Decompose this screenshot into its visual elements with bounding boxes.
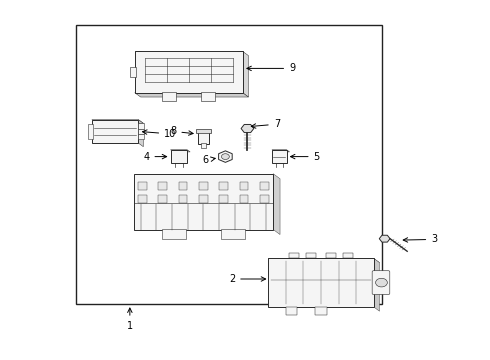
Text: 5: 5 xyxy=(291,152,320,162)
Bar xyxy=(199,195,208,203)
Bar xyxy=(178,195,187,203)
Polygon shape xyxy=(138,120,143,147)
Polygon shape xyxy=(272,150,290,152)
Bar xyxy=(92,120,138,143)
Text: 2: 2 xyxy=(229,274,266,284)
Bar xyxy=(315,307,327,315)
Circle shape xyxy=(221,154,229,159)
Text: 9: 9 xyxy=(247,63,295,73)
Bar xyxy=(76,25,382,304)
Polygon shape xyxy=(241,125,254,132)
Bar xyxy=(138,123,144,129)
Bar xyxy=(269,258,373,307)
Polygon shape xyxy=(379,235,390,242)
Circle shape xyxy=(375,278,387,287)
Bar xyxy=(199,182,208,190)
Text: 4: 4 xyxy=(143,152,167,162)
Bar xyxy=(219,182,228,190)
Bar xyxy=(240,195,248,203)
Bar xyxy=(138,182,147,190)
Text: 6: 6 xyxy=(202,155,215,165)
Bar xyxy=(240,182,248,190)
Text: 10: 10 xyxy=(143,129,176,139)
Bar xyxy=(138,195,147,203)
Bar xyxy=(162,229,186,239)
Polygon shape xyxy=(273,174,280,235)
Bar xyxy=(286,307,297,315)
Bar xyxy=(158,182,167,190)
Bar xyxy=(135,51,243,93)
Bar xyxy=(133,174,273,230)
Bar xyxy=(158,195,167,203)
Text: 7: 7 xyxy=(251,119,280,129)
Polygon shape xyxy=(219,151,232,162)
Polygon shape xyxy=(135,93,248,97)
Bar xyxy=(343,253,353,258)
Bar xyxy=(138,129,144,134)
Polygon shape xyxy=(92,120,143,123)
Bar xyxy=(171,150,187,163)
Bar xyxy=(130,67,136,77)
Text: 3: 3 xyxy=(403,234,437,244)
Bar xyxy=(260,182,269,190)
Bar xyxy=(162,92,176,100)
Polygon shape xyxy=(373,258,379,311)
Bar xyxy=(196,129,211,133)
Polygon shape xyxy=(269,258,379,263)
FancyBboxPatch shape xyxy=(372,271,390,294)
Bar xyxy=(289,253,299,258)
Polygon shape xyxy=(243,51,248,97)
Bar xyxy=(326,253,336,258)
Text: 8: 8 xyxy=(171,126,193,136)
Bar xyxy=(198,130,209,144)
Bar xyxy=(201,143,206,148)
Bar xyxy=(88,124,93,139)
Bar xyxy=(178,182,187,190)
Bar xyxy=(306,253,316,258)
Bar xyxy=(220,229,245,239)
Polygon shape xyxy=(171,150,190,152)
Bar xyxy=(219,195,228,203)
Bar xyxy=(260,195,269,203)
Bar xyxy=(201,92,215,100)
Bar xyxy=(272,150,287,163)
Text: 1: 1 xyxy=(127,308,133,331)
Bar xyxy=(138,134,144,139)
